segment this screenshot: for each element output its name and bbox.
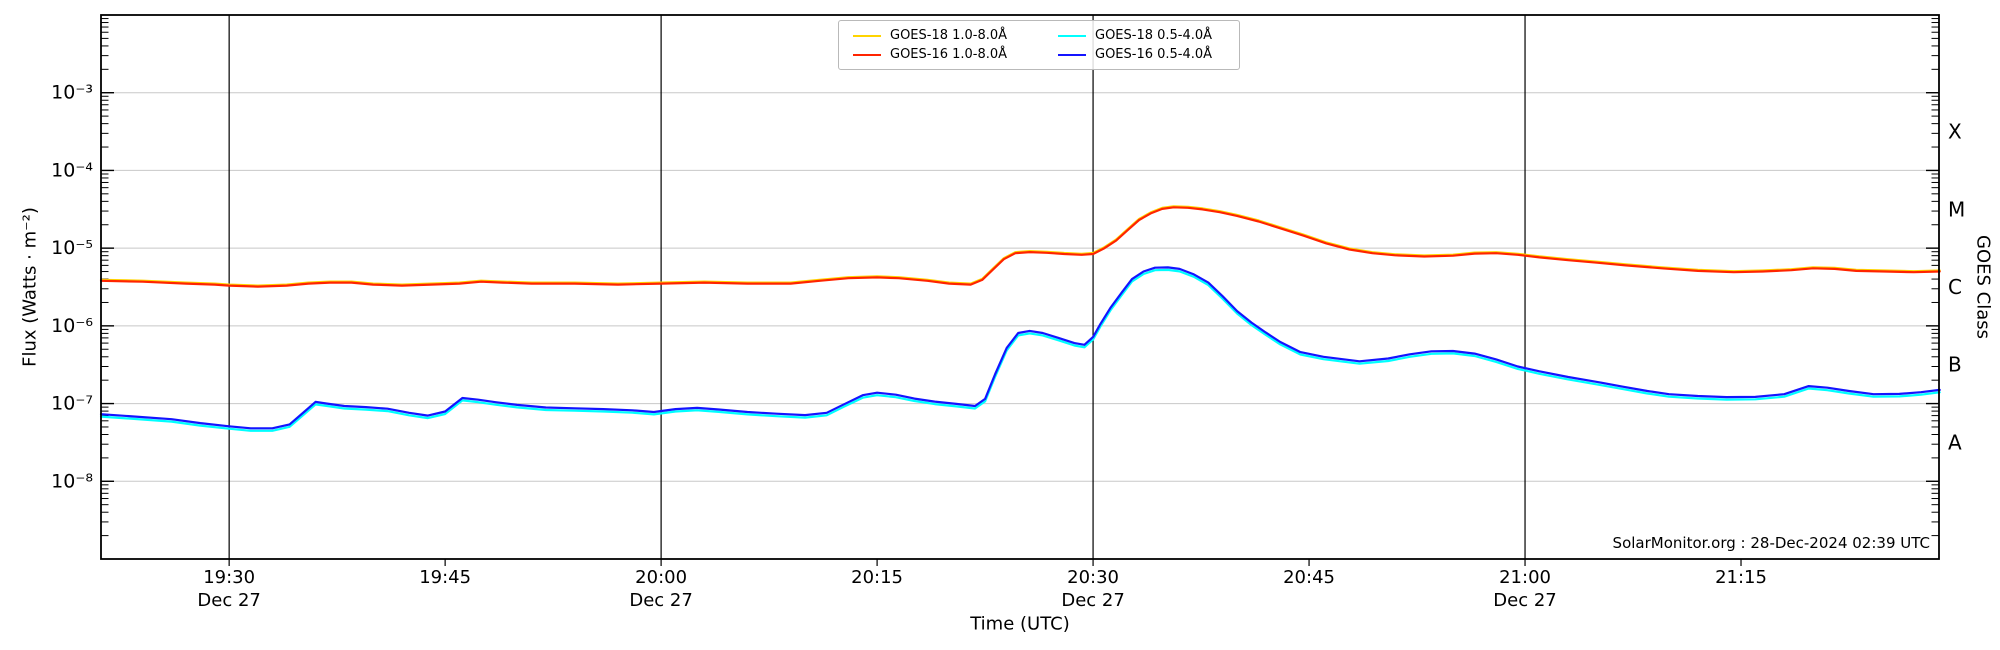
legend-label-0: GOES-18 1.0-8.0Å xyxy=(890,28,1008,43)
x-tick-sublabel-19:30: Dec 27 xyxy=(197,590,260,611)
watermark-text: SolarMonitor.org : 28-Dec-2024 02:39 UTC xyxy=(1612,534,1930,552)
y-tick-label-10⁻⁵: 10⁻⁵ xyxy=(51,237,93,259)
plot-frame xyxy=(100,14,1940,560)
legend-swatch-1 xyxy=(853,53,881,56)
x-tick-label-21:15: 21:15 xyxy=(1715,567,1767,588)
x-tick-sublabel-21:00: Dec 27 xyxy=(1493,590,1556,611)
x-tick-sublabel-20:30: Dec 27 xyxy=(1061,590,1124,611)
y-tick-label-10⁻⁷: 10⁻⁷ xyxy=(51,393,93,415)
goes-class-label-B: B xyxy=(1948,353,1962,377)
series-line-GOES-18 0.5-4.0Å xyxy=(99,268,1941,432)
goes-class-label-A: A xyxy=(1948,430,1962,454)
legend-label-2: GOES-18 0.5-4.0Å xyxy=(1095,28,1213,43)
series-line-GOES-18 1.0-8.0Å xyxy=(99,205,1941,287)
legend: GOES-18 1.0-8.0Å GOES-16 1.0-8.0Å GOES-18 … xyxy=(838,20,1240,70)
goes-class-label-M: M xyxy=(1948,197,1965,221)
goes-class-label-X: X xyxy=(1948,120,1962,144)
y-tick-label-10⁻³: 10⁻³ xyxy=(51,82,93,104)
legend-label-1: GOES-16 1.0-8.0Å xyxy=(890,47,1008,62)
x-tick-label-20:45: 20:45 xyxy=(1283,567,1335,588)
legend-label-3: GOES-16 0.5-4.0Å xyxy=(1095,47,1213,62)
x-axis-label: Time (UTC) xyxy=(970,613,1070,635)
right-axis-label: GOES Class xyxy=(1972,235,1994,339)
series-line-GOES-16 0.5-4.0Å xyxy=(99,266,1941,430)
x-tick-label-20:00: 20:00 xyxy=(635,567,687,588)
series-line-GOES-16 1.0-8.0Å xyxy=(99,206,1941,288)
y-tick-label-10⁻⁸: 10⁻⁸ xyxy=(51,470,93,492)
legend-item-0: GOES-18 1.0-8.0Å xyxy=(853,28,1020,43)
x-tick-label-20:15: 20:15 xyxy=(851,567,903,588)
x-tick-sublabel-20:00: Dec 27 xyxy=(629,590,692,611)
legend-item-3: GOES-16 0.5-4.0Å xyxy=(1058,47,1225,62)
legend-swatch-3 xyxy=(1058,53,1086,56)
y-axis-label: Flux (Watts · m⁻²) xyxy=(19,207,41,367)
legend-item-2: GOES-18 0.5-4.0Å xyxy=(1058,28,1225,43)
x-tick-label-19:30: 19:30 xyxy=(203,567,255,588)
x-tick-label-21:00: 21:00 xyxy=(1499,567,1551,588)
legend-swatch-2 xyxy=(1058,34,1086,37)
y-tick-label-10⁻⁴: 10⁻⁴ xyxy=(51,159,93,181)
x-tick-label-19:45: 19:45 xyxy=(419,567,471,588)
legend-item-1: GOES-16 1.0-8.0Å xyxy=(853,47,1020,62)
legend-swatch-0 xyxy=(853,34,881,37)
x-tick-label-20:30: 20:30 xyxy=(1067,567,1119,588)
y-tick-label-10⁻⁶: 10⁻⁶ xyxy=(51,315,93,337)
goes-class-label-C: C xyxy=(1948,275,1962,299)
